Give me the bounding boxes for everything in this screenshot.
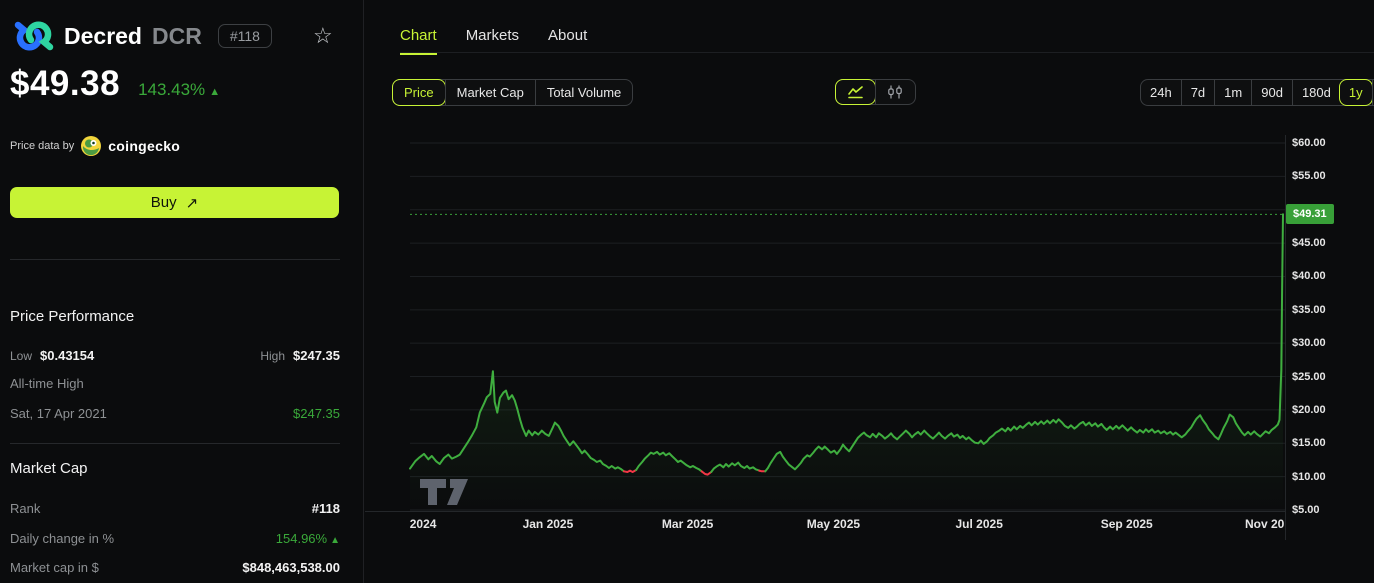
- range-1m[interactable]: 1m: [1214, 80, 1251, 105]
- attribution-row: Price data by coingecko: [10, 136, 180, 156]
- decred-logo-icon: [14, 20, 54, 52]
- external-arrow-icon: ↗: [185, 194, 199, 212]
- section-divider: [10, 259, 340, 260]
- daily-change-label: Daily change in %: [10, 531, 115, 546]
- range-7d[interactable]: 7d: [1180, 80, 1214, 105]
- attribution-label: Price data by: [10, 140, 75, 152]
- y-axis-label: $10.00: [1292, 470, 1326, 483]
- rank-label: Rank: [10, 501, 41, 516]
- range-all[interactable]: all: [1371, 80, 1374, 105]
- x-axis-label: 2024: [409, 517, 437, 531]
- high-label: High: [260, 349, 285, 363]
- low-value: $0.43154: [40, 348, 95, 363]
- y-axis-label: $35.00: [1292, 303, 1326, 316]
- panel-divider: [363, 0, 364, 583]
- line-chart-icon[interactable]: [835, 79, 876, 105]
- buy-button[interactable]: Buy ↗: [10, 187, 339, 218]
- low-label: Low: [10, 349, 33, 363]
- y-axis-label: $45.00: [1292, 237, 1326, 250]
- range-90d[interactable]: 90d: [1251, 80, 1292, 105]
- tab-bar: Chart Markets About: [400, 27, 587, 55]
- ath-label: All-time High: [10, 376, 84, 391]
- range-180d[interactable]: 180d: [1291, 80, 1340, 105]
- x-axis-label: Sep 2025: [1100, 517, 1153, 531]
- current-price: $49.38: [10, 64, 121, 103]
- y-axis-label: $25.00: [1292, 370, 1326, 383]
- ath-row: Sat, 17 Apr 2021 $247.35: [10, 406, 340, 421]
- up-triangle-icon: ▲: [209, 86, 221, 98]
- price-chart-canvas[interactable]: [400, 135, 1285, 511]
- x-axis-label: Jul 2025: [955, 517, 1003, 531]
- price-axis-border: [1285, 135, 1286, 540]
- daily-change-value: 154.96% ▲: [275, 531, 340, 546]
- y-axis-label: $40.00: [1292, 270, 1326, 283]
- chart-type-toggle-group: [835, 79, 916, 105]
- coingecko-logo-icon: [81, 136, 102, 156]
- rank-badge: #118: [217, 24, 272, 48]
- y-axis-label: $55.00: [1292, 170, 1326, 183]
- metric-price-button[interactable]: Price: [392, 79, 446, 106]
- metric-total-volume-button[interactable]: Total Volume: [534, 80, 632, 105]
- coin-name: Decred: [64, 22, 142, 49]
- tab-bar-divider: [400, 52, 1374, 53]
- up-triangle-icon: ▲: [330, 535, 340, 546]
- price-performance-title: Price Performance: [10, 308, 135, 325]
- section-divider: [10, 443, 340, 444]
- x-axis-label: Mar 2025: [661, 517, 714, 531]
- tab-chart[interactable]: Chart: [400, 27, 437, 55]
- metric-toggle-group: Price Market Cap Total Volume: [392, 79, 634, 106]
- y-axis-label: $5.00: [1292, 504, 1320, 516]
- tradingview-logo-icon[interactable]: [420, 479, 472, 510]
- y-axis-label: $20.00: [1292, 403, 1326, 416]
- x-axis-label: May 2025: [806, 517, 861, 531]
- tab-about[interactable]: About: [548, 27, 588, 44]
- current-price-tag: $49.31: [1286, 204, 1334, 224]
- y-axis-label: $30.00: [1292, 337, 1326, 350]
- range-24h[interactable]: 24h: [1141, 80, 1181, 105]
- market-cap-title: Market Cap: [10, 460, 88, 477]
- market-cap-value: $848,463,538.00: [242, 560, 340, 575]
- x-axis-label: Jan 2025: [522, 517, 574, 531]
- time-axis-border: [365, 511, 1285, 512]
- range-toggle-group: 24h 7d 1m 90d 180d 1y all: [1140, 79, 1374, 106]
- rank-value: #118: [311, 501, 340, 516]
- price-row: $49.38 143.43% ▲: [10, 64, 220, 104]
- market-cap-label: Market cap in $: [10, 560, 99, 575]
- x-axis-label: Nov 20: [1244, 517, 1285, 531]
- low-high-row: Low $0.43154 High $247.35: [10, 347, 340, 365]
- y-axis-label: $15.00: [1292, 437, 1326, 450]
- market-cap-row: Market cap in $ $848,463,538.00: [10, 560, 340, 575]
- favorite-star-icon[interactable]: ☆: [313, 23, 333, 48]
- ath-date: Sat, 17 Apr 2021: [10, 406, 107, 421]
- range-1y[interactable]: 1y: [1338, 79, 1373, 106]
- coingecko-wordmark: coingecko: [108, 138, 181, 154]
- price-change: 143.43% ▲: [138, 80, 221, 99]
- high-value: $247.35: [293, 348, 340, 363]
- metric-market-cap-button[interactable]: Market Cap: [444, 80, 535, 105]
- daily-change-row: Daily change in % 154.96% ▲: [10, 531, 340, 546]
- y-axis-label: $60.00: [1292, 137, 1326, 149]
- coin-symbol: DCR: [151, 22, 202, 49]
- ath-value: $247.35: [293, 406, 340, 421]
- coin-header: Decred DCR #118: [14, 20, 272, 52]
- tab-markets[interactable]: Markets: [465, 27, 520, 44]
- candlestick-icon[interactable]: [875, 80, 915, 104]
- rank-row: Rank #118: [10, 501, 340, 516]
